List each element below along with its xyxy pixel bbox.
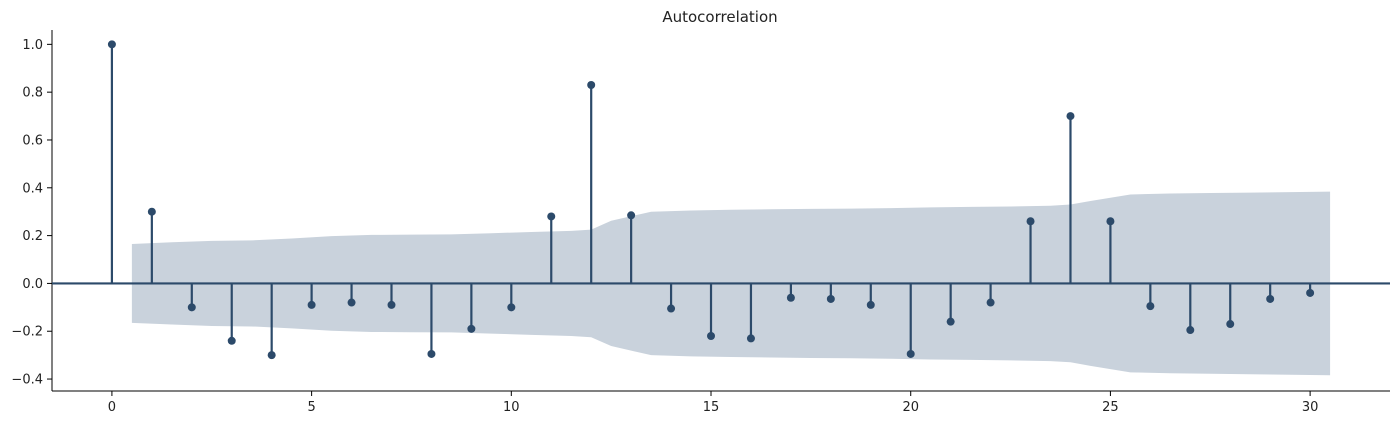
acf-point	[1066, 112, 1075, 121]
acf-point	[906, 349, 915, 358]
x-tick-label: 20	[902, 400, 919, 415]
acf-point	[1026, 217, 1035, 226]
x-tick-label: 15	[703, 400, 720, 415]
chart-title: Autocorrelation	[662, 8, 777, 26]
x-tick-label: 5	[307, 400, 315, 415]
acf-point	[427, 349, 436, 358]
y-tick-label: 0.8	[22, 86, 43, 101]
axes-layer: −0.4 −0.2 0.0 0.2 0.4 0.6 0.8 1.0 0 5 10 15 20 25 30	[11, 30, 1390, 415]
acf-point	[187, 303, 196, 312]
acf-point	[986, 298, 995, 307]
y-tick-label: 0.0	[22, 277, 43, 292]
acf-point	[547, 212, 556, 221]
acf-point	[147, 207, 156, 216]
acf-point	[667, 304, 676, 313]
y-tick-label: 0.4	[22, 181, 43, 196]
acf-point	[707, 332, 716, 341]
x-tick-label: 25	[1102, 400, 1119, 415]
acf-point	[746, 334, 755, 343]
acf-point	[946, 317, 955, 326]
acf-point	[507, 303, 516, 312]
acf-point	[227, 336, 236, 345]
acf-point	[1186, 326, 1195, 335]
acf-point	[627, 211, 636, 220]
acf-point	[866, 300, 875, 309]
acf-point	[587, 80, 596, 89]
x-tick-label: 10	[503, 400, 520, 415]
acf-point	[786, 293, 795, 302]
acf-point	[1106, 217, 1115, 226]
y-tick-label: 0.2	[22, 229, 43, 244]
acf-point	[107, 40, 116, 49]
y-tick-label: 0.6	[22, 133, 43, 148]
acf-point	[826, 294, 835, 303]
acf-point	[387, 300, 396, 309]
acf-point	[267, 351, 276, 360]
x-tick-label: 30	[1302, 400, 1319, 415]
acf-point	[347, 298, 356, 307]
acf-point	[467, 324, 476, 333]
y-tick-label: 1.0	[22, 38, 43, 53]
y-tick-label: −0.2	[11, 325, 43, 340]
acf-point	[1266, 294, 1275, 303]
stems-layer	[52, 40, 1390, 360]
y-tick-label: −0.4	[11, 373, 43, 388]
acf-point	[307, 300, 316, 309]
acf-point	[1226, 320, 1235, 329]
acf-point	[1306, 288, 1315, 297]
acf-point	[1146, 302, 1155, 311]
x-tick-label: 0	[108, 400, 116, 415]
